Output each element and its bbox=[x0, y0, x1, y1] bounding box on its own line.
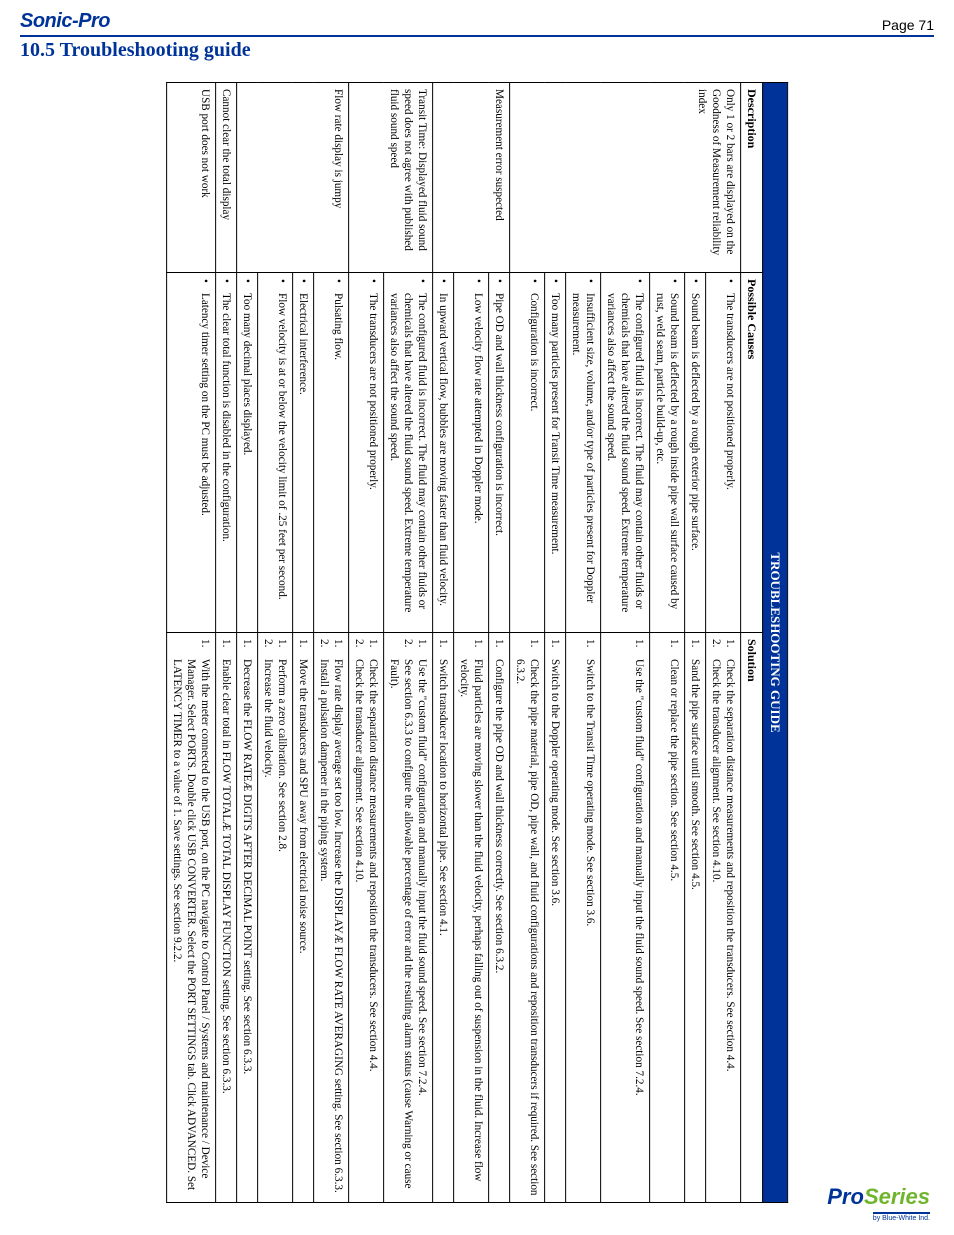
cell-cause: •In upward vertical flow, bubbles are mo… bbox=[432, 273, 453, 633]
rotated-table-wrapper: TROUBLESHOOTING GUIDE Description Possib… bbox=[166, 82, 788, 1202]
cell-cause: •Configuration is incorrect. bbox=[509, 273, 544, 633]
cell-cause: •Too many particles present for Transit … bbox=[544, 273, 565, 633]
cell-cause: •Sound beam is deflected by a rough insi… bbox=[649, 273, 684, 633]
cell-cause: •Insufficient size, volume, and/or type … bbox=[565, 273, 600, 633]
footer-logo-sub: by Blue-White Ind. bbox=[873, 1212, 930, 1222]
col-description: Description bbox=[740, 83, 762, 273]
header-bar: Sonic-Pro Page 71 bbox=[20, 10, 934, 37]
table-row: Measurement error suspected•Pipe OD and … bbox=[488, 83, 509, 1203]
cell-solution: 1.Switch to the Transit Time operating m… bbox=[565, 633, 600, 1203]
cell-cause: •The configured fluid is incorrect. The … bbox=[600, 273, 649, 633]
cell-solution: 1.Configure the pipe OD and wall thickne… bbox=[488, 633, 509, 1203]
cell-solution: 1.Check the separation distance measurem… bbox=[348, 633, 383, 1203]
cell-solution: 1.Switch to the Doppler operating mode. … bbox=[544, 633, 565, 1203]
table-row: Transit Time: Displayed fluid sound spee… bbox=[383, 83, 432, 1203]
cell-solution: 1.Perform a zero calibration. See sectio… bbox=[257, 633, 292, 1203]
cell-cause: •Too many decimal places displayed. bbox=[236, 273, 257, 633]
cell-cause: •The transducers are not positioned prop… bbox=[705, 273, 740, 633]
col-causes: Possible Causes bbox=[740, 273, 762, 633]
cell-solution: 1.Use the "custom fluid" configuration a… bbox=[383, 633, 432, 1203]
cell-solution: 1.Check the separation distance measurem… bbox=[705, 633, 740, 1203]
brand-title: Sonic-Pro bbox=[20, 10, 110, 33]
cell-description: Cannot clear the total display bbox=[215, 83, 236, 273]
cell-description: Transit Time: Displayed fluid sound spee… bbox=[348, 83, 432, 273]
cell-solution: 1.Switch transducer location to horizont… bbox=[432, 633, 453, 1203]
cell-solution: 1.Enable clear total in FLOW TOTALÆ TOTA… bbox=[215, 633, 236, 1203]
cell-description: Only 1 or 2 bars are displayed on the Go… bbox=[509, 83, 740, 273]
cell-solution: 1.Decrease the FLOW RATEÆ DIGITS AFTER D… bbox=[236, 633, 257, 1203]
cell-cause: •The clear total function is disabled in… bbox=[215, 273, 236, 633]
footer-logo: ProSeries by Blue-White Ind. bbox=[827, 1187, 930, 1225]
table-row: Only 1 or 2 bars are displayed on the Go… bbox=[705, 83, 740, 1203]
cell-description: Measurement error suspected bbox=[432, 83, 509, 273]
cell-solution: 1.Move the transducers and SPU away from… bbox=[292, 633, 313, 1203]
table-body: Only 1 or 2 bars are displayed on the Go… bbox=[166, 83, 740, 1203]
cell-solution: 1.Flow rate display average set too low.… bbox=[313, 633, 348, 1203]
cell-cause: •The transducers are not positioned prop… bbox=[348, 273, 383, 633]
section-title: 10.5 Troubleshooting guide bbox=[20, 39, 934, 62]
cell-cause: •Flow velocity is at or below the veloci… bbox=[257, 273, 292, 633]
cell-solution: 1.Fluid particles are moving slower than… bbox=[453, 633, 488, 1203]
cell-cause: •Latency timer setting on the PC must be… bbox=[166, 273, 215, 633]
table-banner: TROUBLESHOOTING GUIDE bbox=[762, 83, 787, 1203]
col-solution: Solution bbox=[740, 633, 762, 1203]
cell-cause: •Low velocity flow rate attempted in Dop… bbox=[453, 273, 488, 633]
troubleshooting-table: TROUBLESHOOTING GUIDE Description Possib… bbox=[166, 82, 788, 1203]
table-row: Cannot clear the total display•The clear… bbox=[215, 83, 236, 1203]
table-row: Flow rate display is jumpy•Pulsating flo… bbox=[313, 83, 348, 1203]
table-row: USB port does not work•Latency timer set… bbox=[166, 83, 215, 1203]
cell-cause: •Pipe OD and wall thickness configuratio… bbox=[488, 273, 509, 633]
page: Sonic-Pro Page 71 10.5 Troubleshooting g… bbox=[0, 0, 954, 1235]
cell-solution: 1.Use the "custom fluid" configuration a… bbox=[600, 633, 649, 1203]
cell-cause: •The configured fluid is incorrect. The … bbox=[383, 273, 432, 633]
cell-solution: 1.Check the pipe material, pipe OD, pipe… bbox=[509, 633, 544, 1203]
cell-solution: 1.Clean or replace the pipe section. See… bbox=[649, 633, 684, 1203]
cell-solution: 1.With the meter connected to the USB po… bbox=[166, 633, 215, 1203]
cell-description: USB port does not work bbox=[166, 83, 215, 273]
cell-solution: 1.Sand the pipe surface until smooth. Se… bbox=[684, 633, 705, 1203]
cell-cause: •Electrical interference. bbox=[292, 273, 313, 633]
page-number: Page 71 bbox=[882, 17, 934, 33]
cell-cause: •Pulsating flow. bbox=[313, 273, 348, 633]
footer-logo-main: ProSeries bbox=[827, 1187, 930, 1207]
cell-description: Flow rate display is jumpy bbox=[236, 83, 348, 273]
cell-cause: •Sound beam is deflected by a rough exte… bbox=[684, 273, 705, 633]
